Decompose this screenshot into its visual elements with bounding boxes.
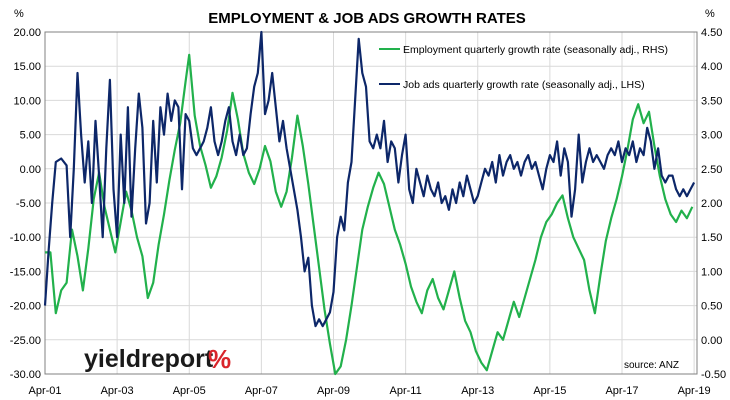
legend-label-job-ads: Job ads quarterly growth rate (seasonall… xyxy=(403,79,645,91)
employment-growth-line xyxy=(45,53,694,376)
x-tick-label: Apr-13 xyxy=(461,385,494,397)
left-tick-label: 15.00 xyxy=(13,61,41,73)
right-tick-label: -0.50 xyxy=(701,369,726,381)
left-tick-label: -5.00 xyxy=(16,198,41,210)
left-tick-label: -30.00 xyxy=(10,369,41,381)
left-tick-label: -20.00 xyxy=(10,301,41,313)
x-tick-label: Apr-05 xyxy=(173,385,206,397)
left-tick-label: -15.00 xyxy=(10,266,41,278)
left-axis-unit: % xyxy=(14,8,24,20)
x-tick-label: Apr-03 xyxy=(101,385,134,397)
left-tick-label: -10.00 xyxy=(10,232,41,244)
right-tick-label: 2.50 xyxy=(701,164,722,176)
job-ads-growth-line xyxy=(43,30,696,328)
right-tick-label: 3.50 xyxy=(701,95,722,107)
right-tick-label: 0.50 xyxy=(701,301,722,313)
logo-wordmark: yieldreport xyxy=(84,345,214,373)
left-tick-label: 5.00 xyxy=(20,130,41,142)
gridlines xyxy=(45,32,697,374)
right-tick-label: 0.00 xyxy=(701,335,722,347)
series-layer xyxy=(43,30,696,376)
right-tick-label: 2.00 xyxy=(701,198,722,210)
x-axis: Apr-01 Apr-03 Apr-05 Apr-07 Apr-09 Apr-11 Apr-… xyxy=(28,385,710,397)
left-tick-label: -25.00 xyxy=(10,335,41,347)
left-tick-label: 20.00 xyxy=(13,27,41,39)
x-tick-label: Apr-19 xyxy=(678,385,711,397)
logo-percent-symbol: % xyxy=(208,344,231,374)
right-tick-label: 1.00 xyxy=(701,266,722,278)
legend: Employment quarterly growth rate (season… xyxy=(379,44,668,91)
right-tick-label: 3.00 xyxy=(701,130,722,142)
x-tick-label: Apr-01 xyxy=(28,385,61,397)
left-tick-label: 0.00 xyxy=(20,164,41,176)
x-tick-label: Apr-15 xyxy=(533,385,566,397)
chart-title: EMPLOYMENT & JOB ADS GROWTH RATES xyxy=(208,10,526,27)
x-tick-label: Apr-09 xyxy=(317,385,350,397)
plot-area-border xyxy=(44,31,698,375)
right-tick-label: 4.50 xyxy=(701,27,722,39)
right-tick-label: 1.50 xyxy=(701,232,722,244)
right-axis: 4.50 4.00 3.50 3.00 2.50 2.00 1.50 1.00 0.50 0.00… xyxy=(701,27,726,381)
source-note: source: ANZ xyxy=(624,360,679,371)
right-tick-label: 4.00 xyxy=(701,61,722,73)
x-tick-label: Apr-17 xyxy=(605,385,638,397)
legend-label-employment: Employment quarterly growth rate (season… xyxy=(403,44,668,56)
right-axis-unit: % xyxy=(705,8,715,20)
yieldreport-logo: yieldreport % xyxy=(84,344,231,374)
x-tick-label: Apr-11 xyxy=(390,385,422,397)
x-tick-label: Apr-07 xyxy=(245,385,278,397)
left-axis: 20.00 15.00 10.00 5.00 0.00 -5.00 -10.00 -15.00… xyxy=(10,27,41,381)
left-tick-label: 10.00 xyxy=(13,95,41,107)
